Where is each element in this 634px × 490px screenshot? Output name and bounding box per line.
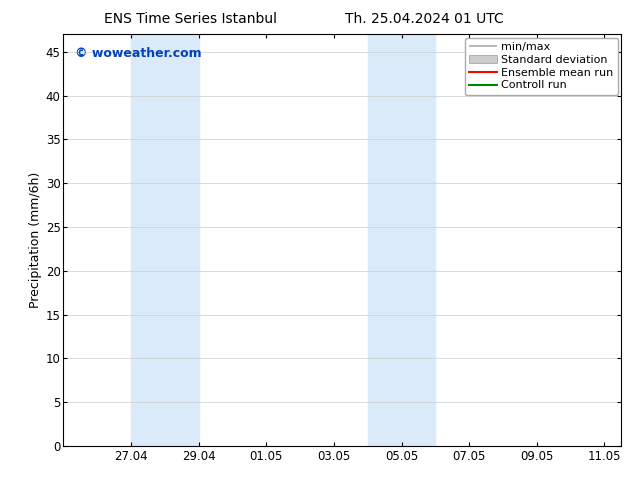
Text: © woweather.com: © woweather.com	[75, 47, 201, 60]
Legend: min/max, Standard deviation, Ensemble mean run, Controll run: min/max, Standard deviation, Ensemble me…	[465, 38, 618, 95]
Y-axis label: Precipitation (mm/6h): Precipitation (mm/6h)	[29, 172, 42, 308]
Bar	[368, 34, 436, 446]
Text: Th. 25.04.2024 01 UTC: Th. 25.04.2024 01 UTC	[346, 12, 504, 26]
Text: ENS Time Series Istanbul: ENS Time Series Istanbul	[104, 12, 276, 26]
Bar	[131, 34, 198, 446]
